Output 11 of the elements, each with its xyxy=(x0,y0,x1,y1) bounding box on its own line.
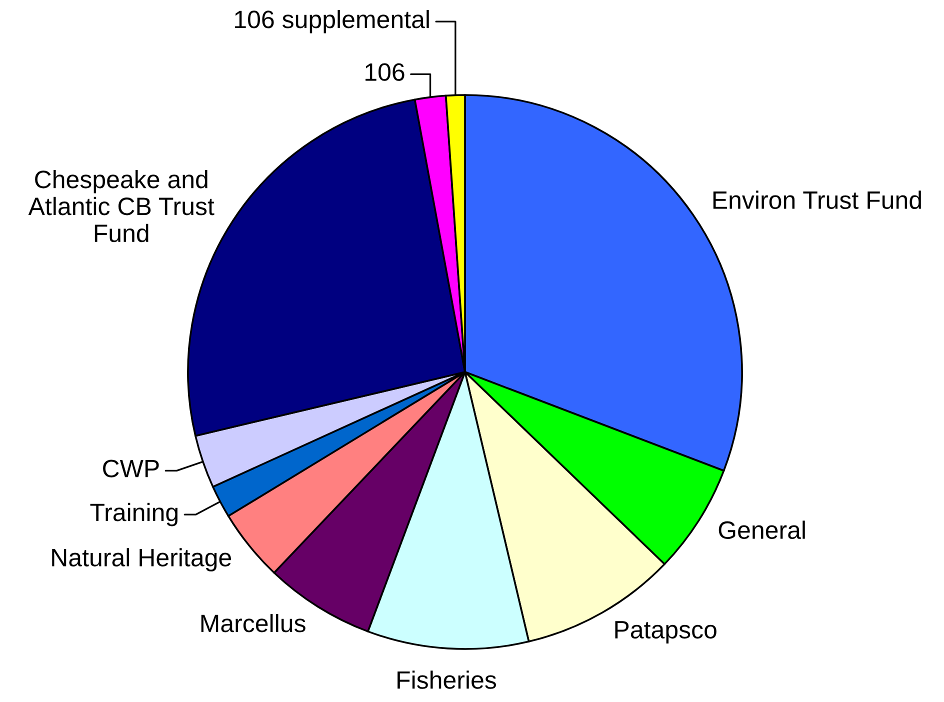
slice-label: Environ Trust Fund xyxy=(713,190,921,210)
slice-label: 106 xyxy=(366,63,404,81)
slice-label: General xyxy=(718,520,805,540)
slice-label: Chespeake and Atlantic CB Trust Fund xyxy=(28,170,214,242)
slice-label: 106 supplemental xyxy=(235,10,429,34)
slice-label: Marcellus xyxy=(201,614,306,632)
slice-label: CWP xyxy=(103,460,159,478)
slice-label: Patapsco xyxy=(615,621,716,644)
slice-label: Fisheries xyxy=(398,670,496,689)
slice-label: Training xyxy=(90,502,178,526)
slice-label: Natural Heritage xyxy=(52,548,232,572)
